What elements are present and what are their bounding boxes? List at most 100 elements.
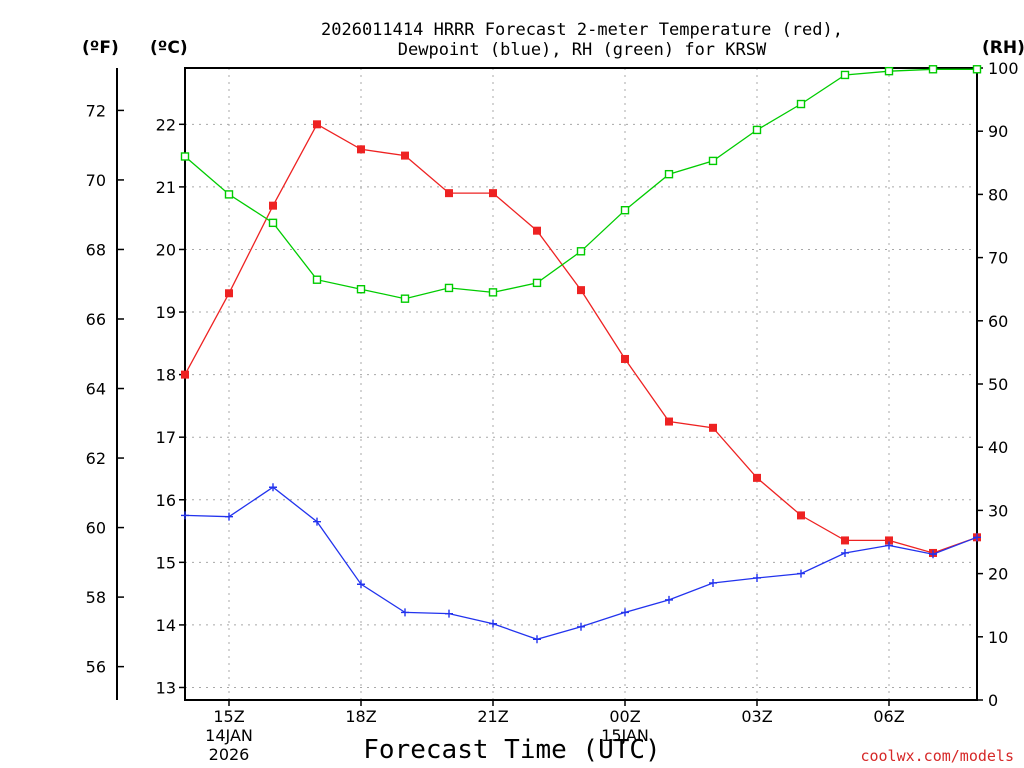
dewpoint-point [401, 608, 409, 617]
source-credit: coolwx.com/models [860, 747, 1014, 765]
temperature-point [577, 286, 585, 295]
rh-point [576, 247, 586, 256]
rh-point [752, 125, 762, 135]
fahrenheit-tick-label: 64 [86, 380, 106, 399]
temperature-point [621, 354, 629, 363]
rh-point [884, 66, 894, 76]
rh-point [664, 169, 674, 179]
dewpoint-point [181, 511, 189, 520]
rh-point [180, 152, 190, 161]
celsius-tick-label: 22 [156, 115, 176, 134]
dewpoint-point [885, 541, 893, 550]
dewpoint-point [665, 595, 673, 604]
temperature-point [885, 536, 893, 545]
rh-point [356, 285, 366, 294]
temperature-point [709, 423, 717, 432]
dewpoint-point [357, 580, 365, 589]
dewpoint-point [269, 483, 277, 492]
fahrenheit-tick-label: 62 [86, 449, 106, 468]
rh-point [840, 70, 850, 80]
data-series [180, 65, 982, 644]
x-tick-label: 06Z [873, 707, 904, 726]
dewpoint-point [709, 578, 717, 587]
fahrenheit-tick-label: 70 [86, 171, 106, 190]
dewpoint-point [797, 569, 805, 578]
fahrenheit-tick-label: 72 [86, 101, 106, 120]
dewpoint-line [184, 486, 978, 640]
fahrenheit-tick-label: 58 [86, 588, 106, 607]
rh-line [184, 68, 977, 300]
x-tick-date: 15JAN [601, 726, 649, 745]
temperature-point [533, 226, 541, 235]
grid-lines [185, 68, 977, 700]
fahrenheit-tick-label: 66 [86, 310, 106, 329]
x-tick-label: 21Z [477, 707, 508, 726]
dewpoint-point [225, 512, 233, 521]
x-tick-label: 00Z [609, 707, 640, 726]
temperature-point [665, 417, 673, 426]
dewpoint-point [973, 533, 981, 542]
rh-tick-label: 0 [988, 691, 998, 710]
rh-point [532, 278, 542, 288]
rh-point [620, 205, 630, 215]
celsius-tick-label: 16 [156, 491, 176, 510]
rh-tick-label: 80 [988, 185, 1008, 204]
celsius-tick-label: 15 [156, 553, 176, 572]
fahrenheit-unit-label: (ºF) [82, 38, 119, 58]
dewpoint-point [841, 548, 849, 557]
temperature-point [753, 473, 761, 482]
dewpoint-point [533, 635, 541, 644]
temperature-point [401, 151, 409, 160]
celsius-tick-label: 17 [156, 428, 176, 447]
rh-point [224, 190, 234, 199]
rh-tick-label: 40 [988, 438, 1008, 457]
fahrenheit-tick-label: 68 [86, 240, 106, 259]
temperature-point [357, 145, 365, 154]
celsius-tick-label: 14 [156, 616, 176, 635]
dewpoint-point [753, 573, 761, 582]
celsius-unit-label: (ºC) [150, 38, 188, 58]
rh-tick-label: 30 [988, 501, 1008, 520]
dewpoint-point [621, 608, 629, 617]
celsius-tick-label: 13 [156, 678, 176, 697]
x-tick-date: 14JAN [205, 726, 253, 745]
rh-point [708, 156, 718, 166]
dewpoint-point [577, 622, 585, 631]
rh-tick-label: 20 [988, 565, 1008, 584]
plot-frame [184, 67, 978, 701]
rh-point [928, 65, 938, 74]
celsius-tick-label: 21 [156, 178, 176, 197]
rh-tick-label: 50 [988, 375, 1008, 394]
rh-tick-label: 10 [988, 628, 1008, 647]
temperature-point [269, 201, 277, 210]
rh-point [400, 294, 410, 303]
temperature-point [797, 511, 805, 520]
temperature-line [184, 123, 978, 554]
rh-tick-label: 90 [988, 122, 1008, 141]
x-tick-year: 2026 [209, 745, 250, 764]
rh-point [796, 99, 806, 109]
x-axis-label: Forecast Time (UTC) [363, 735, 660, 765]
temperature-point [181, 370, 189, 379]
celsius-tick-label: 18 [156, 366, 176, 385]
x-tick-label: 18Z [345, 707, 376, 726]
rh-point [972, 65, 982, 74]
rh-point [444, 283, 454, 293]
rh-point [268, 218, 278, 228]
rh-tick-label: 100 [988, 59, 1019, 78]
dewpoint-point [445, 609, 453, 618]
dewpoint-point [929, 550, 937, 559]
fahrenheit-tick-label: 60 [86, 519, 106, 538]
fahrenheit-tick-label: 56 [86, 658, 106, 677]
rh-tick-label: 70 [988, 249, 1008, 268]
chart-title-line2: Dewpoint (blue), RH (green) for KRSW [398, 40, 767, 60]
chart-title-line1: 2026011414 HRRR Forecast 2-meter Tempera… [321, 20, 843, 40]
x-tick-label: 03Z [741, 707, 772, 726]
x-tick-label: 15Z [213, 707, 244, 726]
dewpoint-point [489, 619, 497, 628]
temperature-point [313, 120, 321, 129]
dewpoint-point [313, 517, 321, 526]
